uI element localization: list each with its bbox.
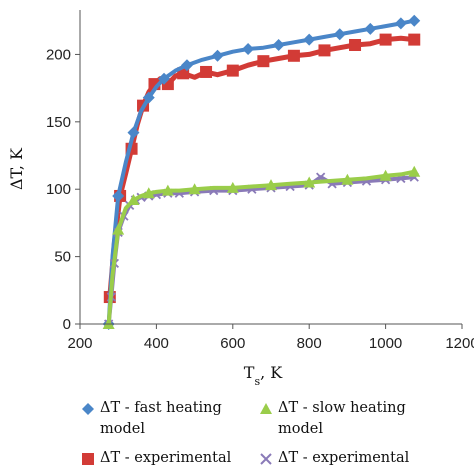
legend-label-slow-model: ΔT - slow heating model	[278, 400, 406, 437]
data-point-diamond	[303, 33, 316, 46]
y-tick-label: 50	[54, 249, 71, 266]
data-point-diamond	[394, 17, 407, 30]
x-axis-title-rest: , K	[260, 363, 283, 382]
x-axis-title-sub: s	[254, 375, 260, 388]
data-point-diamond	[333, 28, 346, 41]
y-tick-label: 0	[63, 316, 71, 333]
data-point-triangle	[188, 183, 201, 195]
data-point-triangle	[161, 184, 174, 196]
data-point-triangle	[226, 181, 239, 193]
legend-label-fast-model: ΔT - fast heating model	[100, 400, 222, 437]
x-tick-label: 1000	[369, 335, 402, 352]
data-point-diamond	[180, 59, 193, 72]
y-axis-title: ΔT, K	[7, 147, 26, 190]
data-point-square	[226, 64, 239, 77]
legend-item-slow-model: ΔT - slow heating model	[258, 398, 406, 440]
cross-icon	[260, 453, 272, 465]
data-point-square	[318, 44, 331, 57]
data-point-diamond	[242, 43, 255, 56]
square-icon	[82, 453, 94, 465]
data-point-diamond	[142, 91, 155, 104]
x-tick-label: 800	[297, 335, 322, 352]
legend-label-experimental-purple: ΔT - experimental	[278, 450, 410, 466]
data-point-triangle	[127, 194, 140, 205]
axes	[79, 10, 462, 325]
y-tick-label: 150	[46, 114, 71, 131]
data-point-square	[379, 33, 392, 46]
x-tick-label: 200	[67, 335, 92, 352]
data-point-diamond	[364, 22, 377, 35]
data-point-diamond	[408, 14, 421, 27]
data-point-diamond	[158, 72, 171, 85]
x-axis-title: Ts, K	[244, 363, 284, 388]
data-point-square	[200, 65, 213, 78]
x-axis-title-main: T	[244, 363, 255, 382]
data-point-triangle	[303, 176, 316, 188]
data-point-triangle	[112, 223, 125, 235]
data-point-square	[349, 39, 362, 51]
data-point-triangle	[408, 165, 421, 177]
data-point-diamond	[272, 39, 285, 51]
data-point-triangle	[265, 179, 277, 191]
legend-item-fast-model: ΔT - fast heating model	[80, 398, 222, 440]
series-square	[103, 33, 421, 304]
series-triangle	[102, 165, 421, 329]
triangle-icon	[260, 403, 272, 414]
data-point-square	[257, 55, 270, 68]
data-point-diamond	[211, 49, 224, 62]
y-tick-label: 200	[46, 46, 71, 63]
data-point-triangle	[341, 173, 354, 185]
series-layer	[102, 14, 421, 330]
data-point-square	[408, 33, 421, 46]
legend-item-experimental-red: ΔT - experimental	[80, 448, 231, 469]
series-line-cross	[106, 175, 417, 326]
legend: ΔT - fast heating model ΔT - slow heating…	[0, 388, 474, 474]
legend-label-experimental-red: ΔT - experimental	[100, 450, 232, 466]
legend-item-experimental-purple: ΔT - experimental	[258, 448, 409, 469]
y-tick-label: 100	[46, 181, 71, 198]
x-tick-label: 600	[220, 335, 245, 352]
data-point-diamond	[127, 126, 140, 139]
data-point-square	[287, 49, 300, 62]
series-line-square	[107, 35, 417, 300]
x-tick-label: 400	[144, 335, 169, 352]
data-point-triangle	[379, 169, 392, 181]
data-point-diamond	[112, 189, 125, 202]
diamond-icon	[82, 403, 94, 415]
data-point-triangle	[142, 187, 155, 199]
